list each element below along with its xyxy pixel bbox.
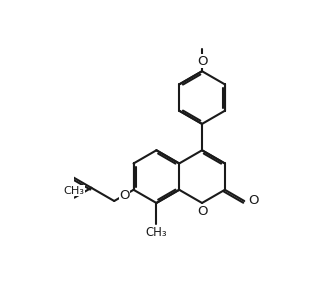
Text: O: O [197,55,207,68]
Text: CH₃: CH₃ [64,186,85,196]
Text: O: O [197,205,207,218]
Text: O: O [119,188,130,201]
Text: O: O [249,194,259,208]
Text: CH₃: CH₃ [145,226,167,239]
